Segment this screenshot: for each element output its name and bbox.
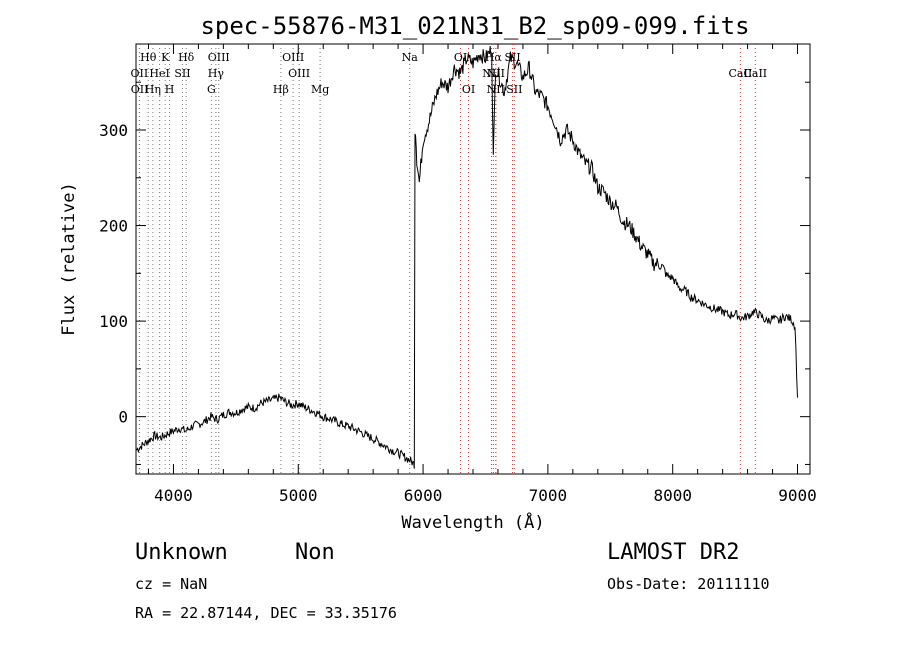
- line-label: OIII: [288, 67, 310, 80]
- line-label: CaII: [729, 67, 753, 80]
- line-label: Hβ: [273, 83, 289, 96]
- line-label: Hη: [145, 83, 161, 96]
- y-axis-label: Flux (relative): [59, 182, 79, 336]
- line-label: CaII: [743, 67, 767, 80]
- chart-title: spec-55876-M31_021N31_B2_sp09-099.fits: [200, 12, 749, 40]
- redshift-label: cz = NaN: [135, 575, 208, 593]
- line-label: Hα: [485, 51, 503, 64]
- x-tick-label: 8000: [653, 486, 692, 505]
- line-label: Na: [402, 51, 419, 64]
- line-label: Hγ: [208, 67, 225, 80]
- line-label: H: [165, 83, 175, 96]
- line-label: G: [207, 83, 216, 96]
- line-label: Hδ: [178, 51, 195, 64]
- x-axis-label: Wavelength (Å): [401, 511, 544, 533]
- line-label: OII: [131, 83, 149, 96]
- line-label: NII: [487, 67, 505, 80]
- survey-label: LAMOST DR2: [607, 540, 740, 565]
- spectrum-series: [135, 45, 798, 469]
- line-label: Mg: [311, 83, 329, 96]
- line-label: OIII: [282, 51, 304, 64]
- class-label: Unknown: [135, 540, 228, 565]
- plot-frame: [135, 43, 811, 475]
- line-label: HeI: [149, 67, 169, 80]
- line-label: Hθ: [140, 51, 157, 64]
- y-tick-label: 200: [99, 217, 128, 236]
- x-tick-label: 6000: [404, 486, 443, 505]
- y-tick-label: 0: [118, 408, 128, 427]
- x-tick-label: 4000: [154, 486, 193, 505]
- x-tick-label: 7000: [529, 486, 568, 505]
- x-tick-label: 5000: [279, 486, 318, 505]
- line-label: OII: [131, 67, 149, 80]
- line-label: OIII: [208, 51, 230, 64]
- axis-ticks: 4000 5000 6000 7000 8000 9000 0 100 200 300: [99, 44, 817, 505]
- line-label: SII: [506, 83, 522, 96]
- obs-date-label: Obs-Date: 20111110: [607, 575, 770, 593]
- line-label: SII: [174, 67, 190, 80]
- coordinates-label: RA = 22.87144, DEC = 33.35176: [135, 604, 397, 622]
- subclass-label: Non: [295, 540, 335, 565]
- y-tick-label: 100: [99, 312, 128, 331]
- line-label: OI: [462, 83, 475, 96]
- line-markers: Hθ K Hδ OIII OIII Na OI Hα SII CaII OII HeI SII Hγ OII…: [131, 44, 767, 474]
- y-tick-label: 300: [99, 121, 128, 140]
- line-label: K: [161, 51, 170, 64]
- x-tick-label: 9000: [778, 486, 817, 505]
